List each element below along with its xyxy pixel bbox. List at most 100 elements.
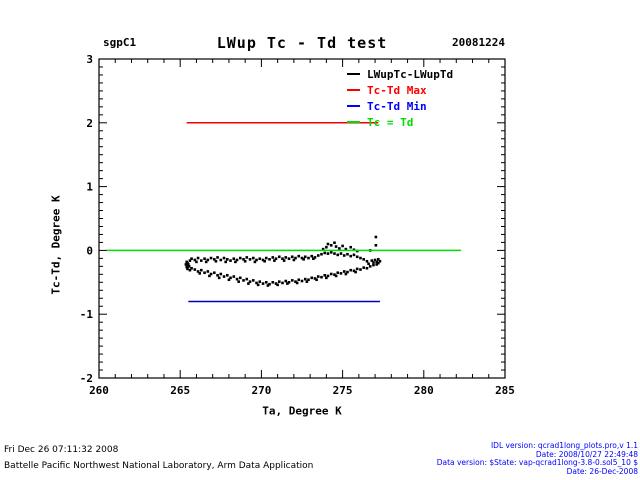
scatter-point <box>349 254 353 258</box>
scatter-point <box>338 247 341 250</box>
scatter-point <box>359 268 362 271</box>
legend-line-sample-blue <box>347 105 360 107</box>
scatter-point <box>271 281 275 284</box>
scatter-point <box>374 243 378 247</box>
scatter-point <box>224 260 227 264</box>
scatter-point <box>184 263 188 266</box>
scatter-point <box>287 281 291 284</box>
scatter-point <box>297 254 301 258</box>
timestamp-label: Fri Dec 26 07:11:32 2008 <box>4 445 119 455</box>
scatter-point <box>365 266 369 270</box>
scatter-point <box>227 278 231 282</box>
scatter-point <box>326 242 330 246</box>
scatter-point <box>190 266 193 270</box>
scatter-point <box>312 257 315 260</box>
scatter-point <box>248 258 252 261</box>
scatter-point <box>320 252 323 256</box>
scatter-point <box>292 258 296 262</box>
y-tick-label: 2 <box>86 117 93 130</box>
legend-label: Tc = Td <box>367 115 414 129</box>
legend-label: Tc-Td Min <box>367 99 427 113</box>
scatter-point <box>217 276 221 280</box>
scatter-point <box>196 270 200 273</box>
scatter-point <box>336 271 340 275</box>
scatter-point <box>242 258 245 261</box>
scatter-point <box>200 259 203 262</box>
scatter-point <box>245 277 249 281</box>
y-tick-label: -1 <box>80 308 94 321</box>
date-label: 20081224 <box>452 36 505 49</box>
scatter-point <box>209 256 213 260</box>
scatter-point <box>242 279 245 282</box>
y-tick-label: 0 <box>86 244 93 257</box>
legend-line-sample-green <box>347 121 360 123</box>
scatter-point <box>365 259 369 263</box>
y-tick-label: 3 <box>86 53 93 66</box>
scatter-point <box>253 260 257 264</box>
scatter-point <box>329 243 333 247</box>
scatter-point <box>193 258 197 262</box>
scatter-point <box>251 279 255 282</box>
scatter-point <box>206 270 210 273</box>
scatter-point <box>329 272 333 276</box>
scatter-point <box>352 269 356 273</box>
scatter-point <box>378 259 382 263</box>
scatter-point <box>323 273 327 277</box>
scatter-point <box>216 256 219 259</box>
legend-label: Tc-Td Max <box>367 83 427 97</box>
scatter-point <box>188 268 192 272</box>
scatter-point <box>325 276 328 280</box>
scatter-point <box>334 245 338 248</box>
scatter-point <box>255 258 258 262</box>
scatter-point <box>303 277 307 281</box>
scatter-point <box>187 263 190 266</box>
x-tick-label: 270 <box>251 384 271 397</box>
scatter-point <box>346 270 349 274</box>
scatter-point <box>326 274 330 278</box>
scatter-point <box>264 281 268 284</box>
scatter-point <box>300 279 304 283</box>
scatter-point <box>286 282 289 285</box>
scatter-point <box>316 254 320 257</box>
scatter-point <box>349 245 353 249</box>
legend-item-lwuptc-lwuptd: LWupTc-LWupTd <box>347 66 453 82</box>
scatter-point <box>243 259 247 263</box>
scatter-point <box>307 278 310 282</box>
scatter-point <box>377 258 380 261</box>
data-version-line: Data version: $State: vap-qcrad1long-3.8… <box>436 458 638 467</box>
idl-version-line: IDL version: qcrad1long_plots.pro,v 1.1 <box>490 441 638 450</box>
scatter-point <box>281 281 284 285</box>
scatter-point <box>264 256 268 260</box>
scatter-point <box>370 259 374 262</box>
scatter-point <box>334 274 338 278</box>
scatter-point <box>208 274 211 278</box>
data-date-line: Date: 26-Dec-2008 <box>566 466 638 476</box>
scatter-point <box>368 265 372 268</box>
scatter-point <box>352 253 356 257</box>
scatter-point <box>261 282 265 285</box>
scatter-point <box>307 256 310 260</box>
scatter-point <box>372 263 375 267</box>
scatter-point <box>186 267 189 271</box>
scatter-point <box>375 260 379 264</box>
scatter-point <box>235 277 239 281</box>
scatter-point <box>367 262 370 266</box>
scatter-point <box>248 280 252 283</box>
scatter-point <box>190 257 193 260</box>
scatter-point <box>213 258 216 261</box>
scatter-point <box>339 272 343 275</box>
legend-line-sample-red <box>347 89 360 91</box>
scatter-point <box>372 261 375 264</box>
scatter-point <box>195 260 198 264</box>
scatter-point <box>222 256 226 260</box>
organization-label: Battelle Pacific Northwest National Labo… <box>4 461 314 471</box>
scatter-point <box>266 284 270 287</box>
scatter-point <box>375 263 379 266</box>
scatter-point <box>238 256 242 260</box>
scatter-point <box>355 255 359 259</box>
scatter-point <box>187 265 191 268</box>
scatter-point <box>282 259 286 262</box>
scatter-point <box>185 260 188 264</box>
scatter-point <box>310 254 314 258</box>
